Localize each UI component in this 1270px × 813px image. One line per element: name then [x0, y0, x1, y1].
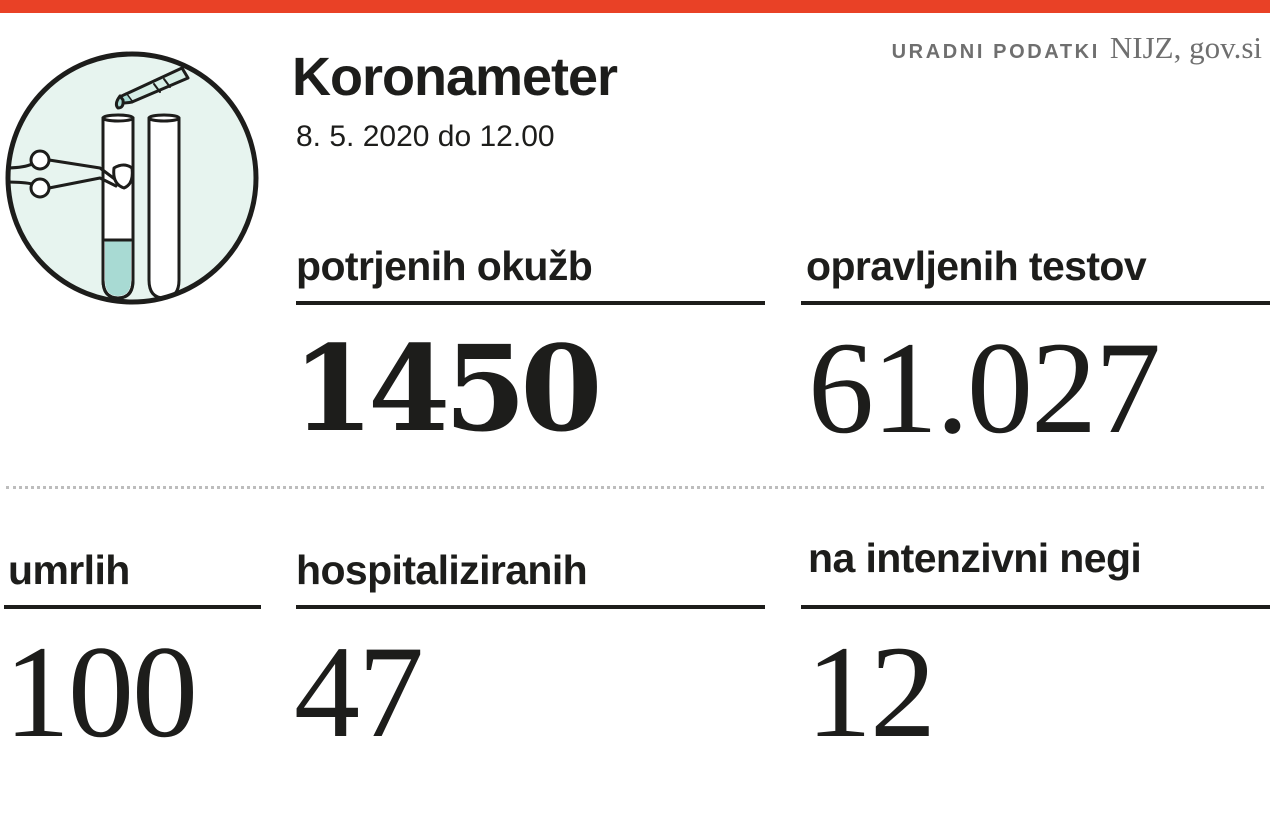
source-label: URADNI PODATKI	[891, 41, 1100, 63]
page-title: Koronameter	[292, 47, 618, 107]
hospitalized-value: 47	[294, 618, 424, 765]
icu-label: na intenzivni negi	[808, 535, 1142, 581]
deaths-value: 100	[4, 618, 198, 765]
confirmed-value: 1450	[292, 319, 602, 458]
confirmed-label: potrjenih okužb	[296, 243, 593, 289]
icu-value: 12	[806, 618, 936, 765]
confirmed-rule	[296, 301, 765, 305]
source-credit: URADNI PODATKI NIJZ, gov.si	[892, 30, 1262, 66]
section-divider	[6, 486, 1264, 489]
source-value: NIJZ, gov.si	[1109, 30, 1262, 65]
tests-label: opravljenih testov	[806, 243, 1147, 289]
test-tubes-icon	[5, 51, 259, 305]
icu-rule	[801, 605, 1270, 609]
hospitalized-rule	[296, 605, 765, 609]
deaths-label: umrlih	[8, 547, 130, 593]
hospitalized-label: hospitaliziranih	[296, 547, 588, 593]
update-date: 8. 5. 2020 do 12.00	[296, 120, 555, 153]
deaths-rule	[4, 605, 261, 609]
top-accent-bar	[0, 0, 1270, 13]
tests-value: 61.027	[808, 314, 1161, 461]
tests-rule	[801, 301, 1270, 305]
